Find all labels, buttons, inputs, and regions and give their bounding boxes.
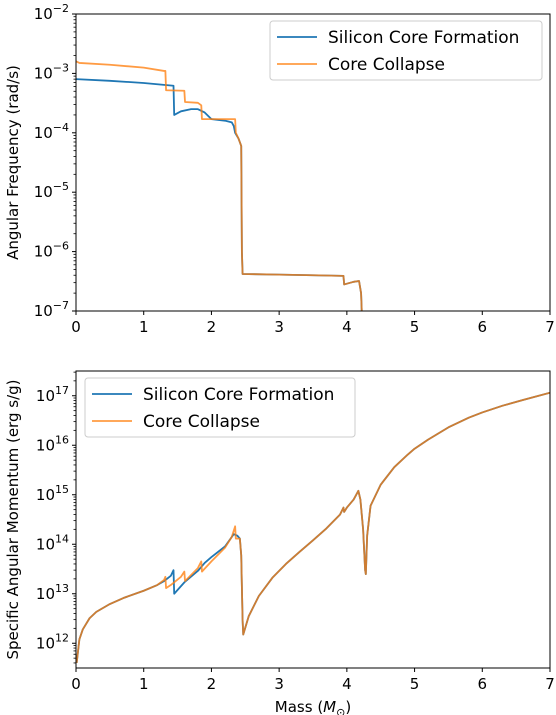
- x-tick-label: 7: [545, 675, 555, 693]
- y-tick-label: 10−4: [34, 121, 69, 142]
- x-tick-label: 2: [207, 675, 217, 693]
- legend-label: Core Collapse: [328, 55, 445, 75]
- x-tick-label: 1: [139, 318, 149, 336]
- axes-frame: [75, 370, 551, 669]
- y-axis-label: Angular Frequency (rad/s): [4, 65, 22, 260]
- x-tick-label: 4: [342, 318, 352, 336]
- x-tick-label: 3: [274, 675, 284, 693]
- y-tick-label: 1017: [36, 384, 69, 405]
- legend: Silicon Core Formation Core Collapse: [84, 377, 356, 438]
- y-tick-label: 1014: [36, 532, 69, 553]
- x-tick-label: 0: [71, 675, 81, 693]
- x-axis-label: Mass (M⊙): [275, 698, 351, 715]
- legend-label: Silicon Core Formation: [143, 385, 334, 405]
- x-tick-label: 5: [410, 318, 420, 336]
- x-tick-label: 6: [478, 318, 488, 336]
- y-tick-label: 10−5: [34, 180, 69, 201]
- x-tick-label: 4: [342, 675, 352, 693]
- x-tick-label: 5: [410, 675, 420, 693]
- x-tick-label: 1: [139, 675, 149, 693]
- y-tick-label: 1016: [36, 433, 69, 454]
- legend-label: Silicon Core Formation: [328, 28, 519, 48]
- y-tick-label: 10−3: [34, 61, 69, 82]
- y-tick-label: 10−7: [34, 299, 69, 320]
- series-line-core-collapse: [76, 391, 550, 664]
- y-tick-label: 10−2: [34, 2, 69, 23]
- plot-area: [76, 391, 550, 664]
- legend-label: Core Collapse: [143, 412, 260, 432]
- x-tick-label: 2: [207, 318, 217, 336]
- legend: Silicon Core Formation Core Collapse: [269, 20, 543, 81]
- x-tick-label: 7: [545, 318, 555, 336]
- x-tick-label: 3: [274, 318, 284, 336]
- plot-area: [76, 60, 363, 311]
- series-line-core-collapse: [76, 60, 363, 311]
- x-tick-label: 6: [478, 675, 488, 693]
- bottom-panel-specific-angular-momentum: 0 1 2 3 4 5 6 7 1017 1016 1015 1014 1013 1012 Specific…: [4, 370, 555, 715]
- top-panel-angular-frequency: 0 1 2 3 4 5 6 7 10−2 10−3 10−4 10−5 10−6 10−7 Angular …: [4, 2, 555, 336]
- y-tick-label: 10−6: [34, 240, 69, 261]
- axes-frame: [75, 13, 551, 312]
- y-tick-label: 1012: [36, 631, 69, 652]
- legend-box: [84, 377, 356, 438]
- x-tick-label: 0: [71, 318, 81, 336]
- y-axis-label: Specific Angular Momentum (erg s/g): [4, 380, 22, 660]
- y-tick-label: 1015: [36, 483, 69, 504]
- y-tick-label: 1013: [36, 582, 69, 603]
- legend-box: [269, 20, 543, 81]
